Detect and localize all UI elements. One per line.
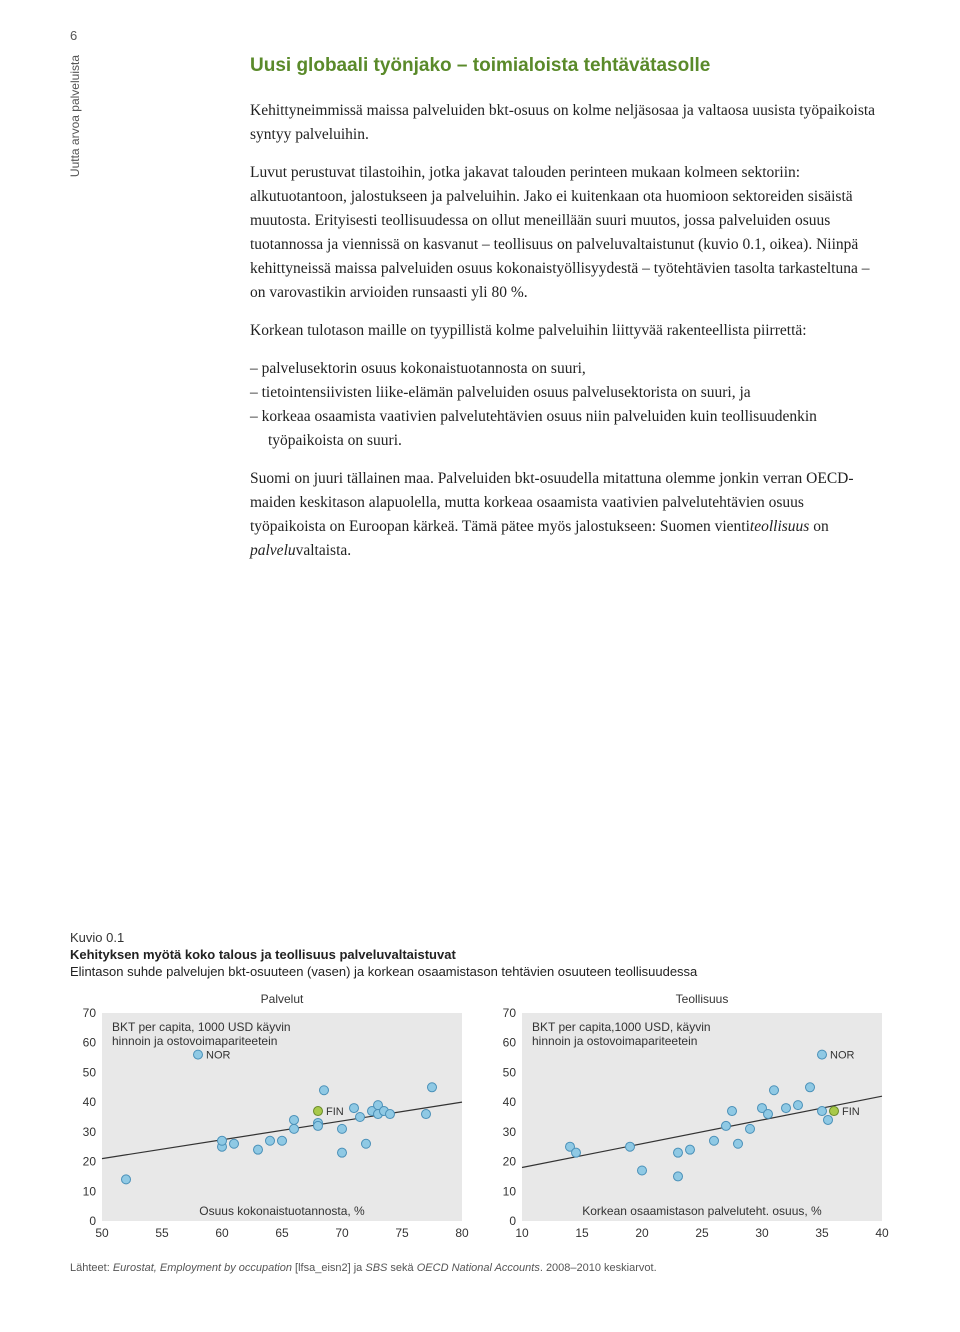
svg-text:10: 10	[515, 1226, 529, 1240]
figure-label: Kuvio 0.1	[70, 930, 890, 945]
bullet-item: tietointensiivisten liike-elämän palvelu…	[250, 381, 880, 405]
svg-text:20: 20	[635, 1226, 649, 1240]
svg-text:10: 10	[503, 1184, 517, 1198]
section-heading: Uusi globaali työnjako – toimialoista te…	[250, 55, 880, 77]
svg-text:60: 60	[83, 1036, 97, 1050]
svg-text:50: 50	[83, 1065, 97, 1079]
svg-text:80: 80	[455, 1226, 469, 1240]
side-label: Uutta arvoa palveluista	[68, 55, 82, 177]
figure-block: Kuvio 0.1 Kehityksen myötä koko talous j…	[70, 930, 890, 1274]
figure-source: Lähteet: Eurostat, Employment by occupat…	[70, 1262, 890, 1274]
svg-text:Osuus kokonaistuotannosta, %: Osuus kokonaistuotannosta, %	[199, 1204, 365, 1218]
svg-text:40: 40	[83, 1095, 97, 1109]
main-content: Uusi globaali työnjako – toimialoista te…	[250, 55, 880, 577]
svg-text:25: 25	[695, 1226, 709, 1240]
svg-text:Palvelut: Palvelut	[261, 992, 304, 1006]
scatter-chart-left: Palvelut01020304050607050556065707580NOR…	[70, 989, 470, 1249]
body-text: Kehittyneimmissä maissa palveluiden bkt-…	[250, 99, 880, 563]
paragraph: Luvut perustuvat tilastoihin, jotka jaka…	[250, 161, 880, 305]
svg-text:65: 65	[275, 1226, 289, 1240]
svg-text:hinnoin ja ostovoimapariteetei: hinnoin ja ostovoimapariteetein	[532, 1034, 697, 1048]
svg-text:40: 40	[503, 1095, 517, 1109]
svg-text:30: 30	[755, 1226, 769, 1240]
bullet-item: palvelusektorin osuus kokonaistuotannost…	[250, 357, 880, 381]
bullet-item: korkeaa osaamista vaativien palvelutehtä…	[250, 405, 880, 453]
svg-text:60: 60	[503, 1036, 517, 1050]
svg-text:15: 15	[575, 1226, 589, 1240]
paragraph: Korkean tulotason maille on tyypillistä …	[250, 319, 880, 343]
svg-text:70: 70	[335, 1226, 349, 1240]
figure-title: Kehityksen myötä koko talous ja teollisu…	[70, 947, 890, 962]
svg-text:BKT per capita,1000 USD, käyvi: BKT per capita,1000 USD, käyvin	[532, 1020, 711, 1034]
svg-text:55: 55	[155, 1226, 169, 1240]
chart-left: Palvelut01020304050607050556065707580NOR…	[70, 989, 470, 1254]
svg-text:FIN: FIN	[842, 1106, 860, 1118]
svg-text:40: 40	[875, 1226, 889, 1240]
svg-text:30: 30	[503, 1125, 517, 1139]
svg-text:NOR: NOR	[830, 1050, 855, 1062]
svg-text:20: 20	[503, 1155, 517, 1169]
svg-text:70: 70	[83, 1006, 97, 1020]
svg-text:20: 20	[83, 1155, 97, 1169]
chart-right: Teollisuus01020304050607010152025303540N…	[490, 989, 890, 1254]
svg-text:BKT per capita, 1000 USD käyvi: BKT per capita, 1000 USD käyvin	[112, 1020, 291, 1034]
svg-text:hinnoin ja ostovoimapariteetei: hinnoin ja ostovoimapariteetein	[112, 1034, 277, 1048]
svg-text:NOR: NOR	[206, 1050, 231, 1062]
svg-text:Korkean osaamistason palvelute: Korkean osaamistason palveluteht. osuus,…	[582, 1204, 822, 1218]
svg-text:70: 70	[503, 1006, 517, 1020]
paragraph: Suomi on juuri tällainen maa. Palveluide…	[250, 467, 880, 563]
bullet-list: palvelusektorin osuus kokonaistuotannost…	[250, 357, 880, 453]
svg-text:60: 60	[215, 1226, 229, 1240]
svg-text:10: 10	[83, 1184, 97, 1198]
figure-subtitle: Elintason suhde palvelujen bkt-osuuteen …	[70, 964, 890, 979]
svg-text:35: 35	[815, 1226, 829, 1240]
scatter-chart-right: Teollisuus01020304050607010152025303540N…	[490, 989, 890, 1249]
charts-row: Palvelut01020304050607050556065707580NOR…	[70, 989, 890, 1254]
paragraph: Kehittyneimmissä maissa palveluiden bkt-…	[250, 99, 880, 147]
svg-text:30: 30	[83, 1125, 97, 1139]
svg-text:50: 50	[503, 1065, 517, 1079]
svg-text:Teollisuus: Teollisuus	[676, 992, 729, 1006]
svg-text:FIN: FIN	[326, 1106, 344, 1118]
svg-text:75: 75	[395, 1226, 409, 1240]
svg-text:50: 50	[95, 1226, 109, 1240]
page-number: 6	[70, 28, 77, 43]
